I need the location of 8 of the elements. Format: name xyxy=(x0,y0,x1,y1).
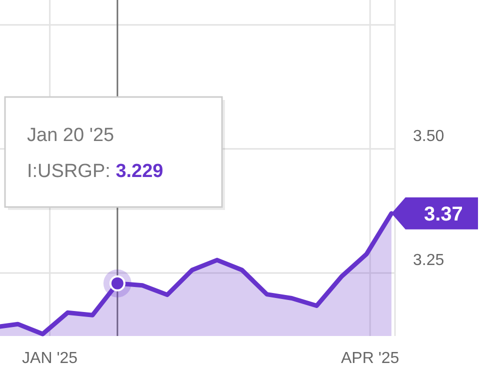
annotation: 3.229 xyxy=(116,161,164,182)
annotation: Jan 20 '25 xyxy=(27,125,114,146)
y-tick-label: 3.25 xyxy=(413,252,444,269)
x-tick-label: APR '25 xyxy=(340,350,400,367)
annotation: I:USRGP: xyxy=(27,161,110,182)
x-tick-label: JAN '25 xyxy=(22,350,78,367)
data-label: 3.37 xyxy=(424,203,463,226)
y-tick-label: 3.50 xyxy=(413,128,444,145)
